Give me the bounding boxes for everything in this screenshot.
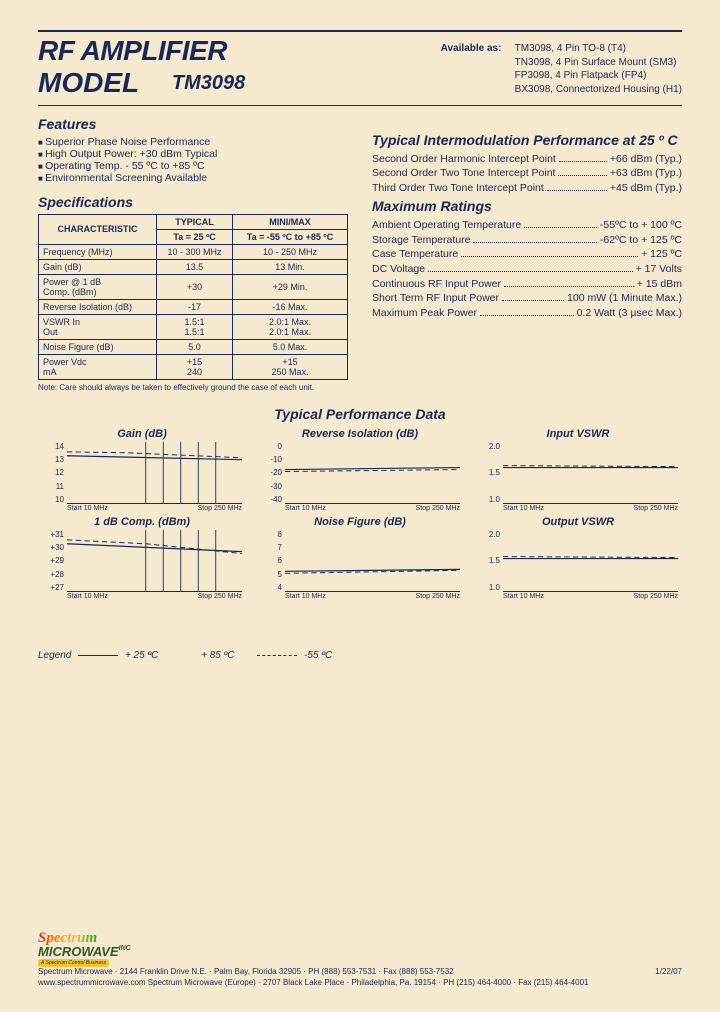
available-block: Available as:TM3098, 4 Pin TO-8 (T4) TN3… xyxy=(441,42,682,96)
x-axis: Start 10 MHzStop 250 MHz xyxy=(260,505,460,512)
spec-line: Case Temperature+ 125 ºC xyxy=(372,247,682,262)
part-number: TM3098 xyxy=(172,72,245,94)
intermod-list: Second Order Harmonic Intercept Point+66… xyxy=(372,152,682,196)
table-row: Power @ 1 dB Comp. (dBm)+30+29 Min. xyxy=(39,274,348,299)
table-row: Reverse Isolation (dB)-17-16 Max. xyxy=(39,299,348,314)
spec-line: Continuous RF Input Power+ 15 dBm xyxy=(372,277,682,292)
features-list: Superior Phase Noise Performance High Ou… xyxy=(38,136,348,184)
plot-area xyxy=(285,442,460,504)
spec-line: DC Voltage+ 17 Volts xyxy=(372,262,682,277)
datasheet-page: RF AMPLIFIER MODEL TM3098 Available as:T… xyxy=(0,0,720,1012)
top-rule xyxy=(38,30,682,32)
title-line2-row: MODEL TM3098 xyxy=(38,67,245,99)
chart-title: Reverse Isolation (dB) xyxy=(260,428,460,440)
chart: Noise Figure (dB) 87654Start 10 MHzStop 2… xyxy=(260,516,460,600)
table-row: Frequency (MHz)10 - 300 MHz10 - 250 MHz xyxy=(39,244,348,259)
spec-line: Short Term RF Input Power100 mW (1 Minut… xyxy=(372,291,682,306)
legend: Legend + 25 ºC + 85 ºC -55 ºC xyxy=(38,650,682,661)
chart-title: Gain (dB) xyxy=(42,428,242,440)
table-row: Gain (dB)13.513 Min. xyxy=(39,259,348,274)
y-axis: 1413121110 xyxy=(42,442,67,504)
spec-line: Storage Temperature-62ºC to + 125 ºC xyxy=(372,233,682,248)
specs-heading: Specifications xyxy=(38,194,348,210)
logo: Spectrum MICROWAVEINC A Spectrum Control… xyxy=(38,932,131,967)
logo-text: MICROWAVEINC xyxy=(38,946,131,958)
spec-line: Second Order Harmonic Intercept Point+66… xyxy=(372,152,682,167)
y-axis: 87654 xyxy=(260,530,285,592)
x-axis: Start 10 MHzStop 250 MHz xyxy=(42,505,242,512)
plot-area xyxy=(503,530,678,592)
y-axis: 0-10-20-30-40 xyxy=(260,442,285,504)
available-label: Available as: xyxy=(441,42,515,56)
feature-item: Environmental Screening Available xyxy=(38,172,348,184)
chart-title: Noise Figure (dB) xyxy=(260,516,460,528)
charts-grid: Gain (dB)1413121110Start 10 MHzStop 250 … xyxy=(38,428,682,600)
footer-date: 1/22/07 xyxy=(655,967,682,976)
table-row: VSWR In Out1.5:1 1.5:12.0:1 Max. 2.0:1 M… xyxy=(39,314,348,339)
chart-title: Input VSWR xyxy=(478,428,678,440)
legend-solid-line xyxy=(78,655,118,656)
x-axis: Start 10 MHzStop 250 MHz xyxy=(42,593,242,600)
intermod-heading: Typical Intermodulation Performance at 2… xyxy=(372,132,682,148)
chart-title: Output VSWR xyxy=(478,516,678,528)
maxratings-list: Ambient Operating Temperature-55ºC to + … xyxy=(372,218,682,321)
x-axis: Start 10 MHzStop 250 MHz xyxy=(478,505,678,512)
feature-item: Superior Phase Noise Performance xyxy=(38,136,348,148)
chart: 1 dB Comp. (dBm) +31+30+29+28+27Start 10 … xyxy=(42,516,242,600)
plot-area xyxy=(67,442,242,504)
y-axis: 2.01.51.0 xyxy=(478,442,503,504)
mid-rule xyxy=(38,105,682,106)
features-heading: Features xyxy=(38,116,348,132)
spec-line: Third Order Two Tone Intercept Point+45 … xyxy=(372,181,682,196)
feature-item: High Output Power: +30 dBm Typical xyxy=(38,148,348,160)
x-axis: Start 10 MHzStop 250 MHz xyxy=(260,593,460,600)
plot-area xyxy=(503,442,678,504)
specs-note: Note: Care should always be taken to eff… xyxy=(38,383,348,392)
table-row: Noise Figure (dB)5.05.0 Max. xyxy=(39,339,348,354)
footer: Spectrum MICROWAVEINC A Spectrum Control… xyxy=(38,932,682,988)
title-block: RF AMPLIFIER MODEL TM3098 xyxy=(38,36,245,99)
chart: Output VSWR 2.01.51.0Start 10 MHzStop 250… xyxy=(478,516,678,600)
spec-line: Ambient Operating Temperature-55ºC to + … xyxy=(372,218,682,233)
spec-line: Second Order Two Tone Intercept Point+63… xyxy=(372,166,682,181)
header: RF AMPLIFIER MODEL TM3098 Available as:T… xyxy=(38,36,682,99)
chart: Gain (dB) 1413121110Start 10 MHzStop 250 … xyxy=(42,428,242,512)
title-line1: RF AMPLIFIER xyxy=(38,36,245,67)
plot-area xyxy=(285,530,460,592)
spec-line: Maximum Peak Power0.2 Watt (3 µsec Max.) xyxy=(372,306,682,321)
table-row: Power Vdc mA+15 240+15 250 Max. xyxy=(39,354,348,379)
right-column: Typical Intermodulation Performance at 2… xyxy=(372,114,682,392)
chart-title: 1 dB Comp. (dBm) xyxy=(42,516,242,528)
footer-text: Spectrum Microwave · 2144 Franklin Drive… xyxy=(38,967,588,988)
title-line2: MODEL xyxy=(38,67,139,98)
chart: Input VSWR 2.01.51.0Start 10 MHzStop 250 … xyxy=(478,428,678,512)
perf-heading: Typical Performance Data xyxy=(38,406,682,422)
y-axis: 2.01.51.0 xyxy=(478,530,503,592)
maxratings-heading: Maximum Ratings xyxy=(372,198,682,214)
chart: Reverse Isolation (dB) 0-10-20-30-40Start… xyxy=(260,428,460,512)
main-columns: Features Superior Phase Noise Performanc… xyxy=(38,114,682,392)
y-axis: +31+30+29+28+27 xyxy=(42,530,67,592)
legend-dash-line xyxy=(257,655,297,656)
plot-area xyxy=(67,530,242,592)
left-column: Features Superior Phase Noise Performanc… xyxy=(38,114,348,392)
x-axis: Start 10 MHzStop 250 MHz xyxy=(478,593,678,600)
specs-table: CHARACTERISTIC TYPICAL MINI/MAX Ta = 25 … xyxy=(38,214,348,380)
feature-item: Operating Temp. - 55 ºC to +85 ºC xyxy=(38,160,348,172)
